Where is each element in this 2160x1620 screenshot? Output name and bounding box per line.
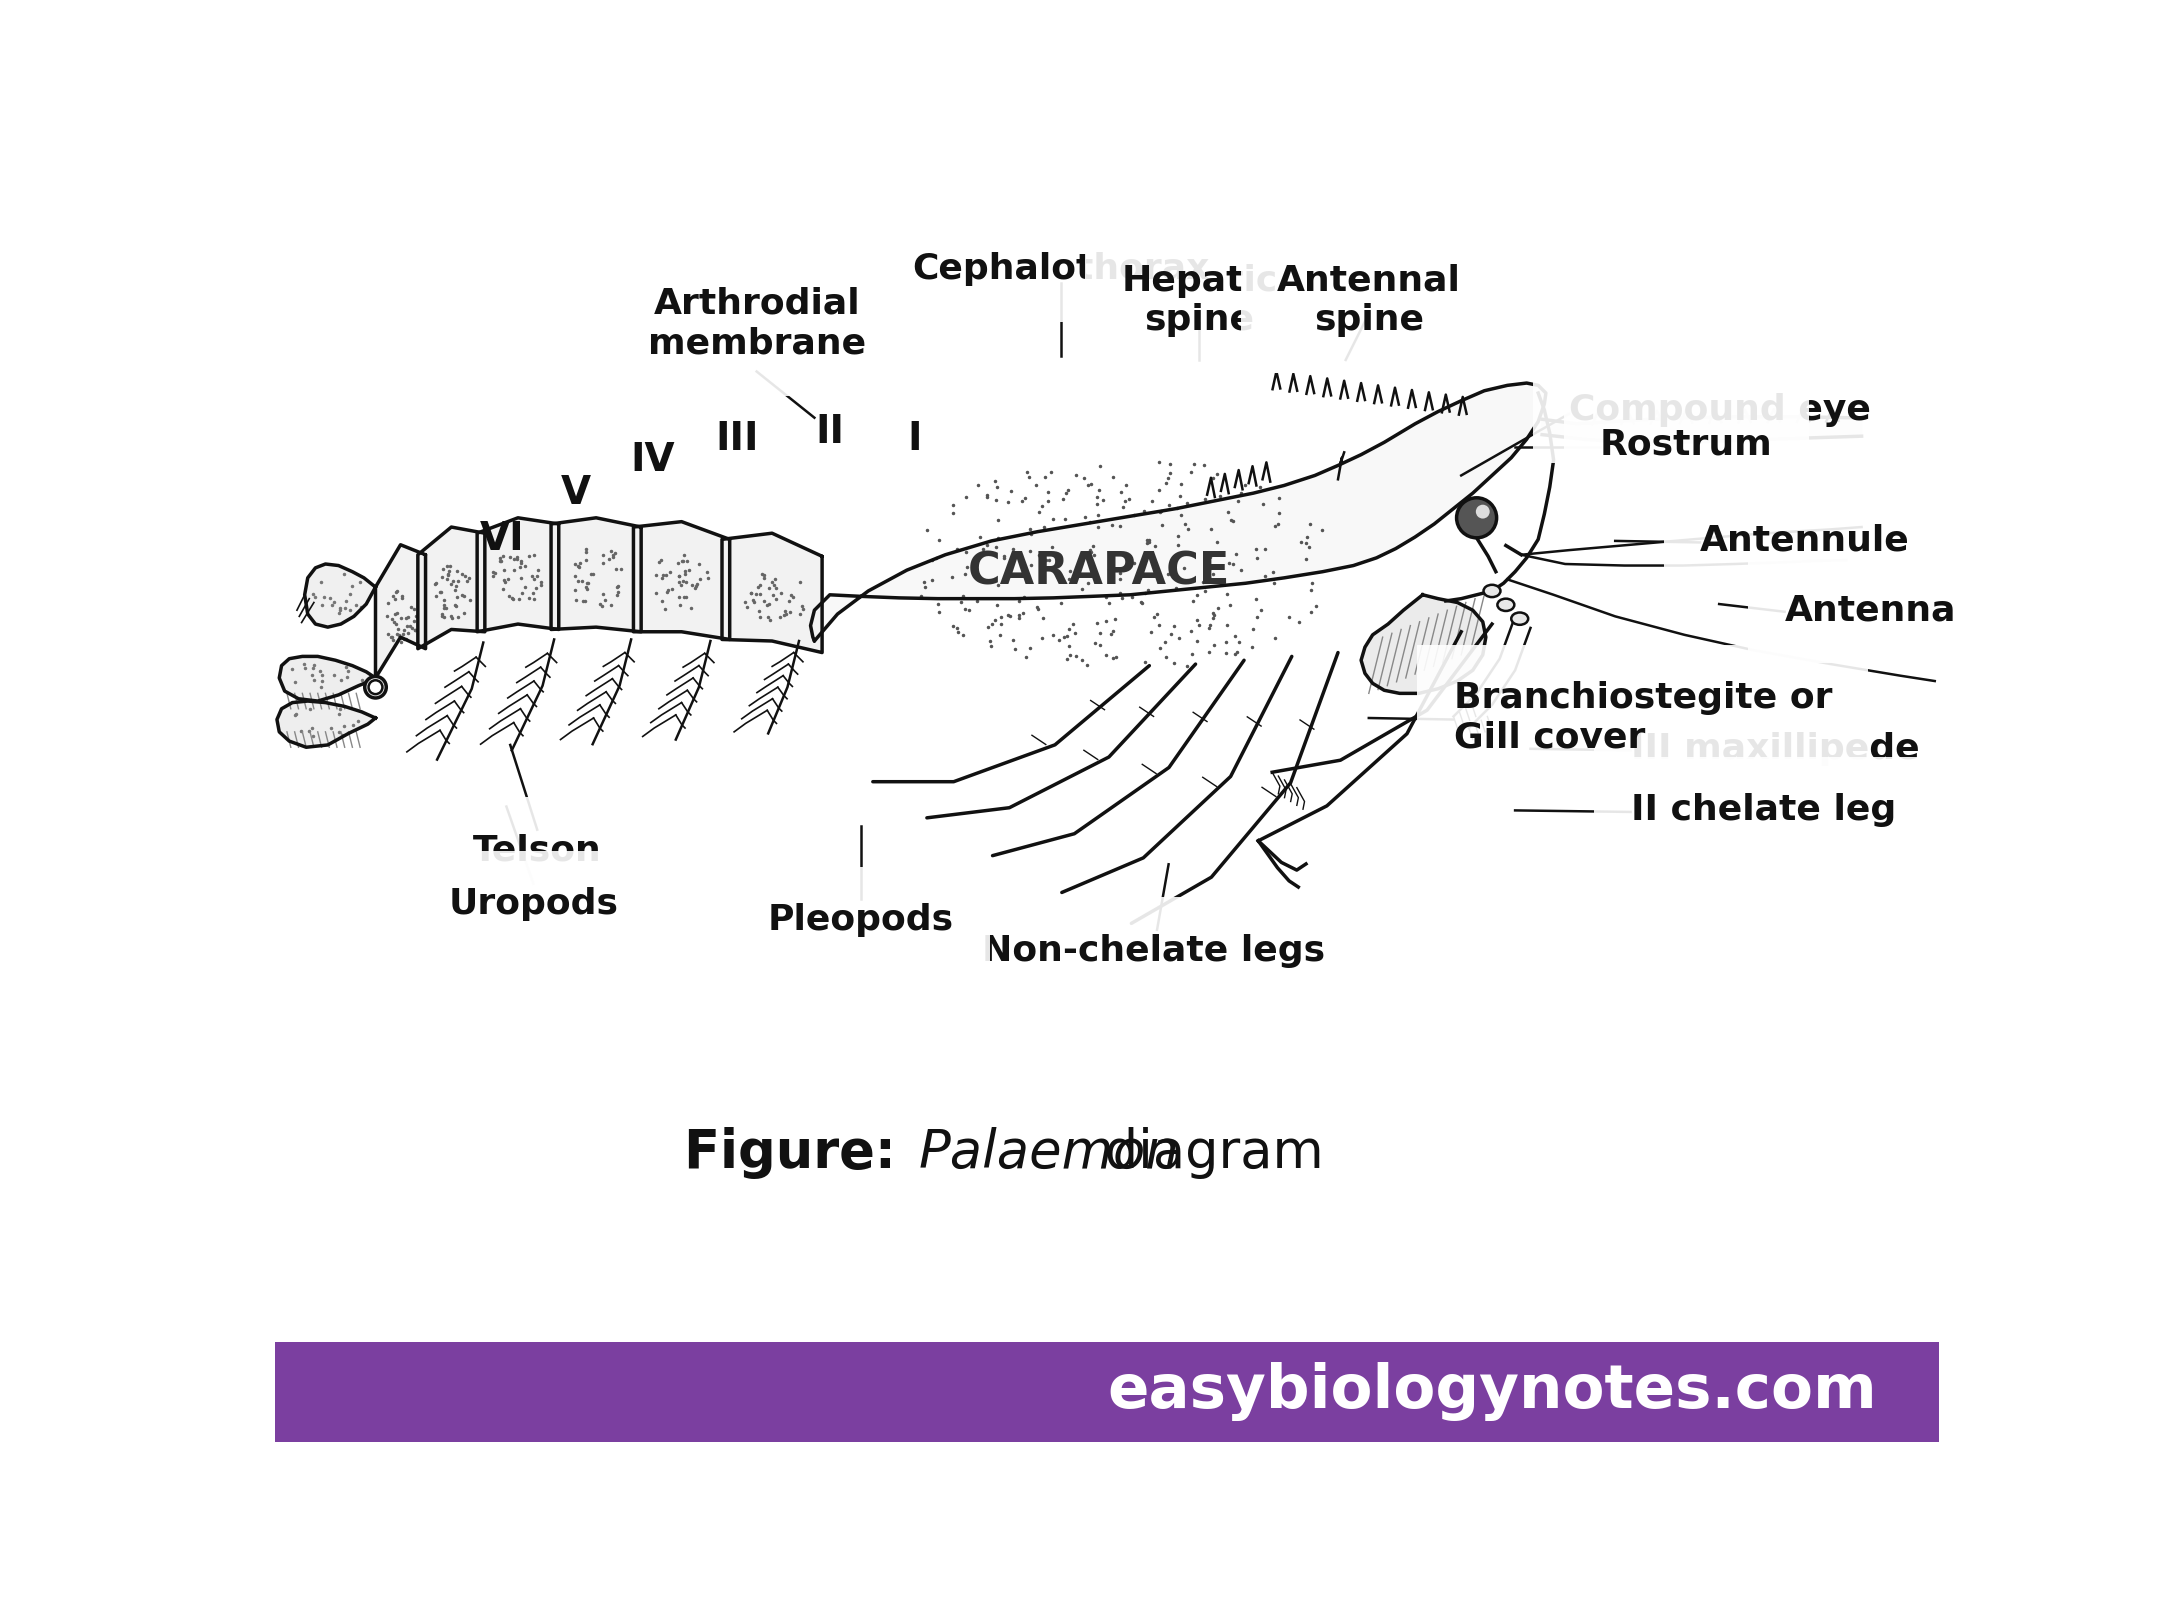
Text: Antenna: Antenna xyxy=(1784,593,1957,627)
Text: CARAPACE: CARAPACE xyxy=(968,551,1231,593)
Polygon shape xyxy=(477,518,559,632)
Polygon shape xyxy=(279,656,376,701)
Text: easybiologynotes.com: easybiologynotes.com xyxy=(1108,1362,1877,1421)
Polygon shape xyxy=(1361,595,1486,693)
Text: diagram: diagram xyxy=(1089,1128,1324,1179)
Ellipse shape xyxy=(1512,612,1527,625)
Text: I: I xyxy=(907,420,922,458)
Text: Cephalothorax: Cephalothorax xyxy=(912,253,1210,287)
Polygon shape xyxy=(721,533,823,653)
Text: II: II xyxy=(814,413,845,450)
Ellipse shape xyxy=(1475,505,1490,518)
Text: Arthrodial
membrane: Arthrodial membrane xyxy=(648,287,866,360)
Polygon shape xyxy=(633,522,730,640)
Ellipse shape xyxy=(369,680,382,693)
Polygon shape xyxy=(417,526,484,648)
Text: Telson: Telson xyxy=(473,834,603,867)
Polygon shape xyxy=(1542,416,1862,442)
Text: Uropods: Uropods xyxy=(449,888,618,922)
Text: V: V xyxy=(562,475,592,512)
Polygon shape xyxy=(276,701,376,747)
Text: Pleopods: Pleopods xyxy=(767,902,955,936)
Text: Antennule: Antennule xyxy=(1700,523,1909,557)
Text: Compound eye: Compound eye xyxy=(1568,394,1871,428)
Ellipse shape xyxy=(1497,599,1514,611)
Text: Figure:: Figure: xyxy=(685,1128,914,1179)
Text: Hepatic
spine: Hepatic spine xyxy=(1121,264,1277,337)
Text: VI: VI xyxy=(480,520,525,559)
Ellipse shape xyxy=(1484,585,1501,598)
Text: Non-chelate legs: Non-chelate legs xyxy=(981,933,1324,967)
Text: Palaemon: Palaemon xyxy=(918,1128,1179,1179)
Ellipse shape xyxy=(365,677,387,698)
Ellipse shape xyxy=(1456,497,1497,538)
Text: Rostrum: Rostrum xyxy=(1601,428,1773,462)
Polygon shape xyxy=(376,544,426,677)
Polygon shape xyxy=(305,564,376,627)
Text: Antennal
spine: Antennal spine xyxy=(1277,264,1460,337)
Text: II chelate leg: II chelate leg xyxy=(1631,794,1896,828)
Polygon shape xyxy=(551,518,642,632)
Text: IV: IV xyxy=(631,441,676,480)
Polygon shape xyxy=(810,382,1547,642)
Bar xyxy=(276,1341,1940,1442)
Text: III maxillipede: III maxillipede xyxy=(1631,732,1920,766)
Text: Branchiostegite or
Gill cover: Branchiostegite or Gill cover xyxy=(1454,682,1832,755)
Text: III: III xyxy=(715,420,758,458)
